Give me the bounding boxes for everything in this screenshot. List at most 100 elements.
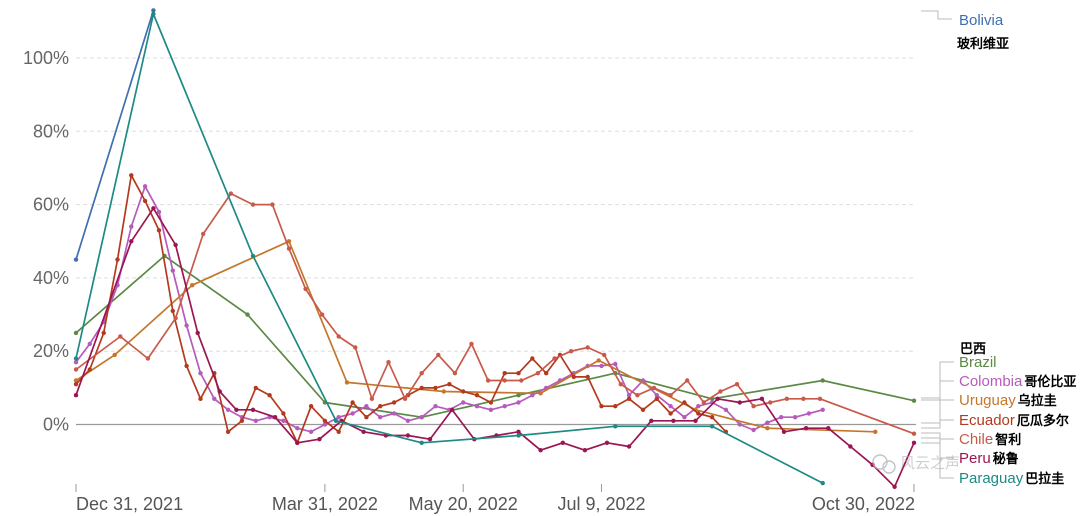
data-point: [212, 396, 217, 401]
legend-cn-uruguay: 乌拉圭: [1018, 393, 1057, 408]
x-tick-label: Jul 9, 2022: [557, 494, 645, 514]
x-tick-label: Mar 31, 2022: [272, 494, 378, 514]
data-point: [73, 360, 79, 365]
data-point: [272, 415, 278, 420]
data-point: [618, 382, 623, 387]
series-ecuador: [73, 173, 729, 445]
series-line-brazil: [75, 255, 915, 419]
data-point: [225, 407, 231, 412]
data-point: [250, 253, 256, 259]
data-point: [560, 440, 565, 445]
data-point: [361, 429, 366, 434]
data-point: [228, 191, 234, 196]
data-point: [270, 202, 275, 207]
data-point: [530, 356, 535, 361]
data-point: [267, 393, 272, 398]
data-point: [502, 404, 507, 409]
x-tick-label: Dec 31, 2021: [76, 494, 183, 514]
data-point: [405, 418, 411, 423]
data-point: [640, 407, 646, 412]
data-point: [538, 448, 543, 453]
data-point: [552, 356, 557, 361]
data-point: [73, 378, 79, 383]
data-point: [115, 257, 120, 262]
data-point: [538, 391, 543, 396]
data-point: [350, 411, 355, 416]
legend-connector: [921, 442, 954, 479]
data-point: [73, 382, 79, 387]
data-point: [170, 268, 175, 273]
data-point: [626, 444, 632, 449]
data-point: [701, 400, 706, 405]
data-point: [820, 480, 825, 486]
data-point: [488, 400, 494, 405]
data-point: [806, 411, 812, 416]
series-lines: [73, 8, 917, 489]
data-point: [336, 334, 341, 339]
series-line-chile: [75, 192, 915, 435]
y-tick-label: 60%: [33, 195, 69, 215]
data-point: [419, 415, 424, 420]
series-line-ecuador: [75, 174, 727, 444]
legend-cn-brazil: 巴西: [960, 341, 986, 356]
legend-cn-chile: 智利: [995, 432, 1021, 447]
legend-cn-peru: 秘鲁: [993, 451, 1019, 466]
series-line-peru: [75, 207, 915, 488]
data-point: [195, 330, 200, 336]
data-point: [386, 360, 391, 365]
data-point: [651, 385, 657, 391]
data-point: [519, 378, 524, 383]
legend-cn-colombia: 哥伦比亚: [1024, 374, 1076, 389]
data-point: [668, 411, 673, 416]
data-point: [173, 242, 178, 248]
data-point: [391, 411, 397, 416]
data-point: [715, 396, 720, 401]
data-point: [295, 440, 300, 445]
data-point: [626, 396, 632, 401]
data-point: [709, 424, 715, 429]
y-tick-label: 20%: [33, 341, 69, 361]
data-point: [765, 426, 770, 431]
x-tick-label: May 20, 2022: [409, 494, 518, 514]
series-paraguay: [73, 11, 825, 486]
data-point: [734, 382, 740, 387]
data-point: [190, 283, 195, 288]
data-point: [391, 400, 397, 405]
data-point: [737, 422, 742, 427]
data-point: [696, 411, 701, 416]
legend-cn-bolivia: 玻利维亚: [957, 36, 1009, 51]
data-point: [502, 371, 507, 376]
data-point: [817, 396, 823, 401]
data-point: [765, 420, 770, 425]
legend-connector: [921, 361, 954, 399]
data-point: [654, 396, 659, 401]
data-point: [599, 404, 604, 409]
data-point: [333, 418, 339, 423]
data-point: [682, 400, 687, 405]
data-point: [801, 396, 806, 401]
legend-connector: [921, 10, 952, 20]
data-point: [151, 206, 156, 211]
data-point: [682, 415, 687, 420]
data-point: [516, 371, 521, 376]
data-point: [73, 393, 79, 398]
data-point: [626, 393, 632, 398]
series-line-bolivia: [75, 10, 155, 260]
data-point: [217, 389, 222, 394]
wechat-icon: [872, 454, 896, 474]
data-point: [129, 173, 134, 178]
data-point: [73, 367, 79, 372]
series-line-colombia: [75, 185, 823, 433]
data-point: [322, 422, 328, 427]
data-point: [112, 352, 117, 358]
data-point: [461, 400, 466, 405]
data-point: [585, 345, 590, 350]
data-point: [668, 393, 673, 398]
legend-label-chile: Chile: [959, 431, 993, 448]
legend-label-paraguay: Paraguay: [959, 470, 1024, 487]
data-point: [781, 429, 787, 434]
data-point: [654, 393, 659, 398]
data-point: [768, 400, 773, 405]
data-point: [151, 8, 156, 13]
